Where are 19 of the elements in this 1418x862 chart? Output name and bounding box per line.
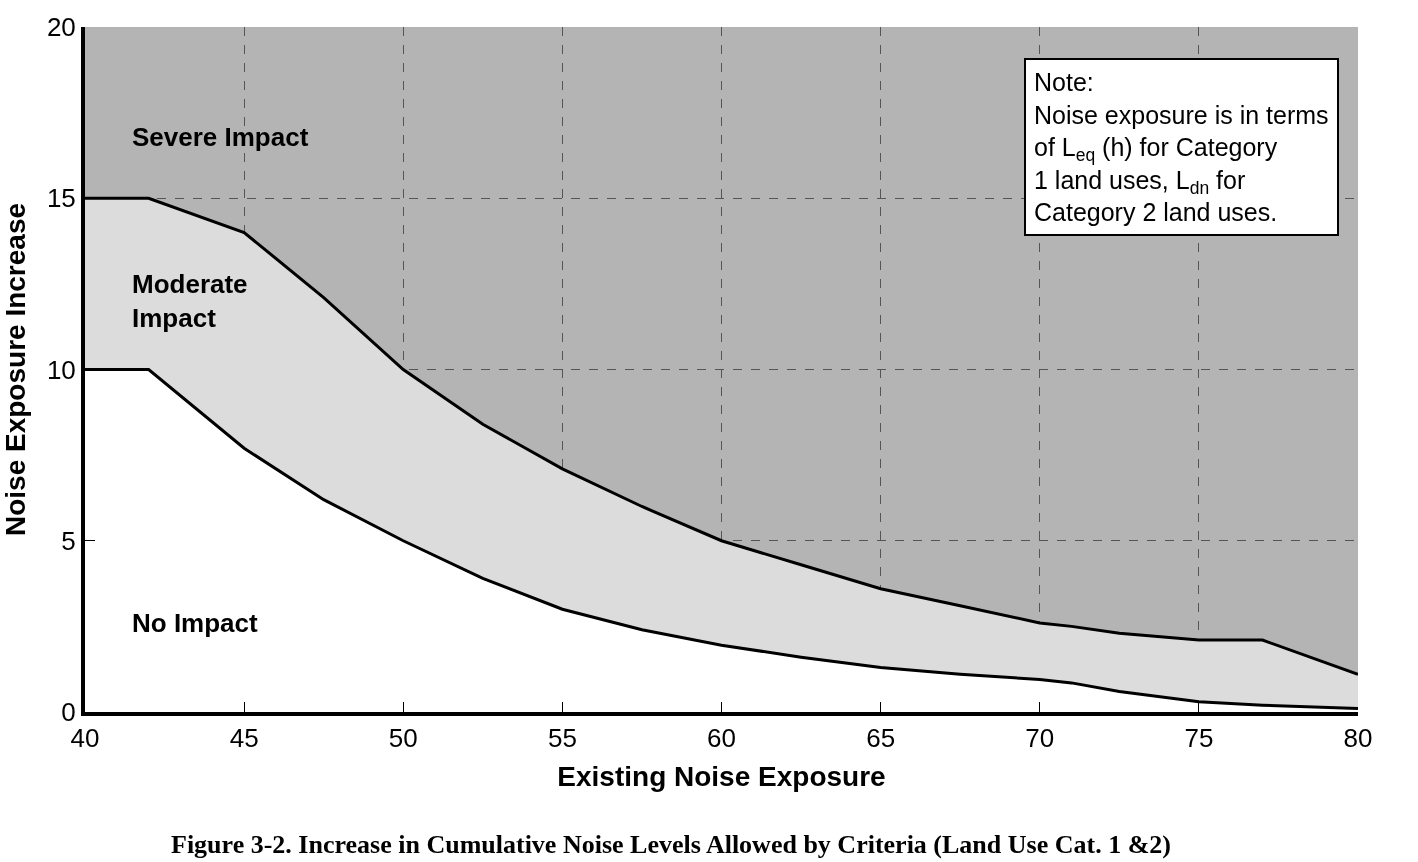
x-tick-label: 55 (547, 723, 577, 754)
x-tick-label: 75 (1184, 723, 1214, 754)
x-tick-label: 80 (1343, 723, 1373, 754)
x-tick-label: 60 (707, 723, 736, 754)
y-axis-title: Noise Exposure Increase (0, 202, 31, 537)
x-tick-label: 70 (1025, 723, 1055, 754)
caption: Figure 3-2. Increase in Cumulative Noise Levels Allowed by Criteria (Land Use Cat. 1 &2) (171, 830, 1171, 859)
y-tick-label: 20 (46, 12, 76, 43)
y-tick-label: 5 (61, 525, 76, 556)
y-tick-label: 15 (46, 183, 76, 214)
y-tick-label: 10 (46, 354, 76, 385)
annotation: Moderate Impact (132, 269, 248, 333)
annotation: No Impact (132, 608, 259, 638)
x-tick-label: 45 (229, 723, 259, 754)
x-tick-label: 65 (866, 723, 896, 754)
x-axis-title: Existing Noise Exposure (557, 760, 886, 792)
x-tick-label: 50 (388, 723, 418, 754)
text: Note: Noise exposure is in terms of L$_{eq}$ (h) for Category 1 land uses, L$_{dn}$ for Category 2 land uses. (1034, 68, 1329, 226)
annotation: Severe Impact (132, 122, 309, 152)
